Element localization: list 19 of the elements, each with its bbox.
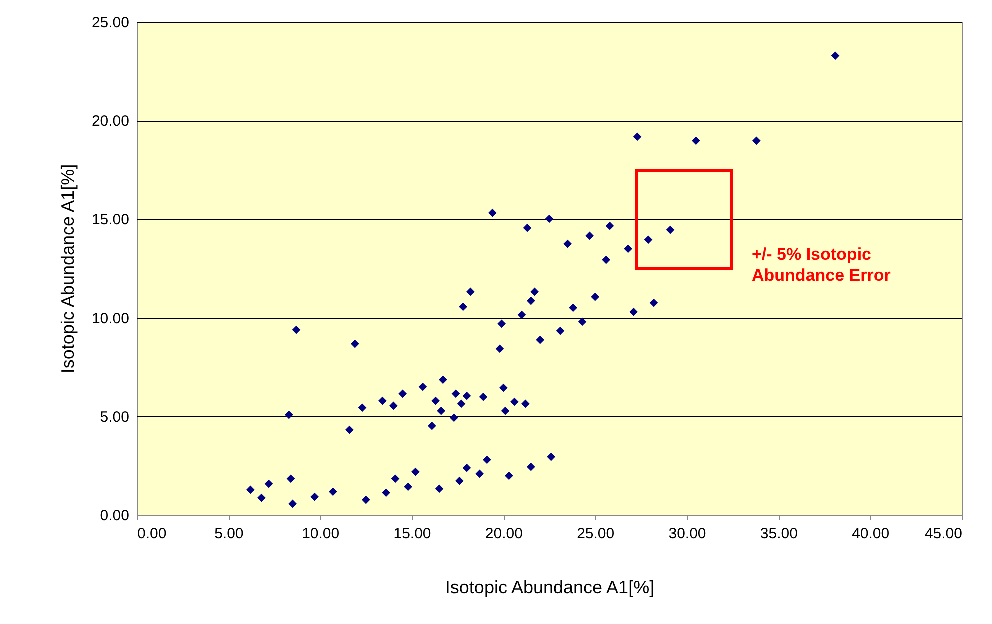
- x-tick-label: 15.00: [394, 526, 432, 542]
- x-tick-label: 10.00: [302, 526, 340, 542]
- y-axis-title: Isotopic Abundance A1[%]: [58, 164, 78, 374]
- x-tick-label: 30.00: [668, 526, 706, 542]
- x-tick-label: 35.00: [760, 526, 798, 542]
- y-tick-label: 0.00: [100, 508, 130, 524]
- y-tick-label: 25.00: [92, 14, 130, 32]
- y-tick-label: 10.00: [92, 310, 130, 328]
- y-tick-label: 15.00: [92, 212, 130, 229]
- annotation: +/- 5% Isotopic Abundance Error: [752, 245, 892, 285]
- x-axis-title: Isotopic Abundance A1[%]: [445, 578, 655, 598]
- x-tick-label: 25.00: [577, 526, 615, 542]
- x-tick-label: 0.00: [138, 526, 167, 542]
- x-tick-label: 20.00: [485, 526, 523, 542]
- x-tick-label: 45.00: [924, 526, 962, 542]
- x-tick-label: 40.00: [852, 526, 890, 542]
- x-tick-label: 5.00: [214, 526, 244, 542]
- y-tick-label: 5.00: [100, 408, 130, 426]
- y-tick-label: 20.00: [92, 113, 130, 130]
